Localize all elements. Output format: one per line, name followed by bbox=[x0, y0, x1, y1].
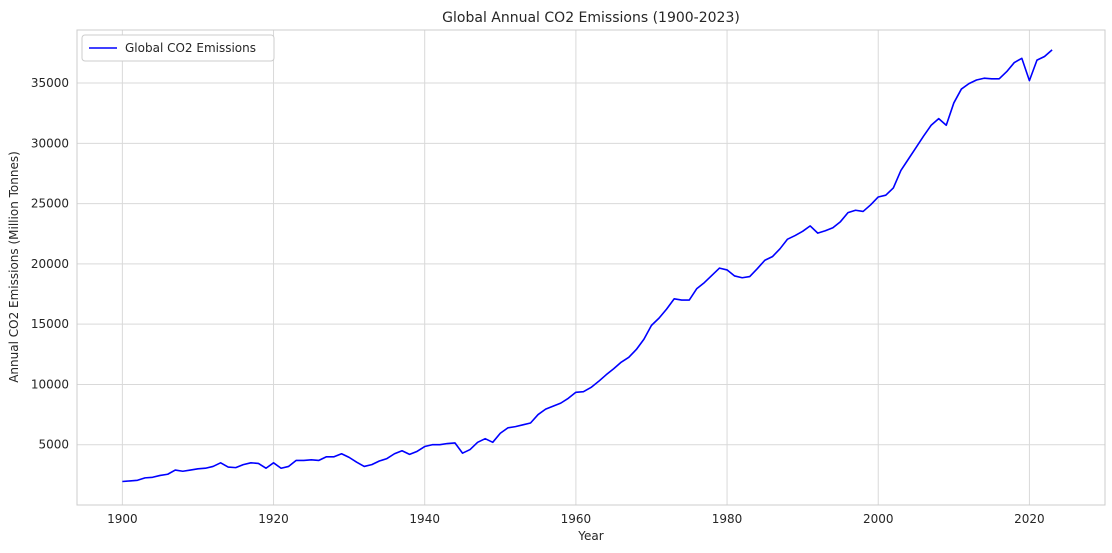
series-layer bbox=[122, 49, 1053, 483]
x-axis-title: Year bbox=[577, 529, 603, 543]
grid-lines bbox=[77, 30, 1105, 505]
x-tick-label: 1940 bbox=[409, 512, 440, 526]
plot-background bbox=[77, 30, 1105, 505]
series-line-global-co2-emissions bbox=[122, 49, 1053, 483]
y-tick-label: 15000 bbox=[31, 317, 69, 331]
x-tick-label: 1980 bbox=[712, 512, 743, 526]
y-tick-label: 30000 bbox=[31, 136, 69, 150]
y-tick-label: 5000 bbox=[38, 438, 69, 452]
y-axis-title: Annual CO2 Emissions (Million Tonnes) bbox=[7, 151, 21, 383]
x-tick-label: 1900 bbox=[107, 512, 138, 526]
legend-label: Global CO2 Emissions bbox=[125, 41, 256, 55]
x-axis-ticks: 1900 1920 1940 1960 1980 2000 2020 bbox=[107, 512, 1045, 526]
legend-box bbox=[81, 34, 275, 62]
x-tick-label: 1960 bbox=[561, 512, 592, 526]
y-axis-ticks: 5000 10000 15000 20000 25000 30000 35000 bbox=[31, 76, 69, 452]
x-tick-label: 1920 bbox=[258, 512, 289, 526]
y-tick-label: 20000 bbox=[31, 257, 69, 271]
plot-frame bbox=[76, 29, 1106, 506]
x-tick-label: 2000 bbox=[863, 512, 894, 526]
y-tick-label: 25000 bbox=[31, 197, 69, 211]
legend: Global CO2 Emissions bbox=[81, 34, 275, 62]
chart-title: Global Annual CO2 Emissions (1900-2023) bbox=[442, 10, 740, 26]
y-tick-label: 10000 bbox=[31, 377, 69, 391]
x-tick-label: 2020 bbox=[1014, 512, 1045, 526]
y-tick-label: 35000 bbox=[31, 76, 69, 90]
